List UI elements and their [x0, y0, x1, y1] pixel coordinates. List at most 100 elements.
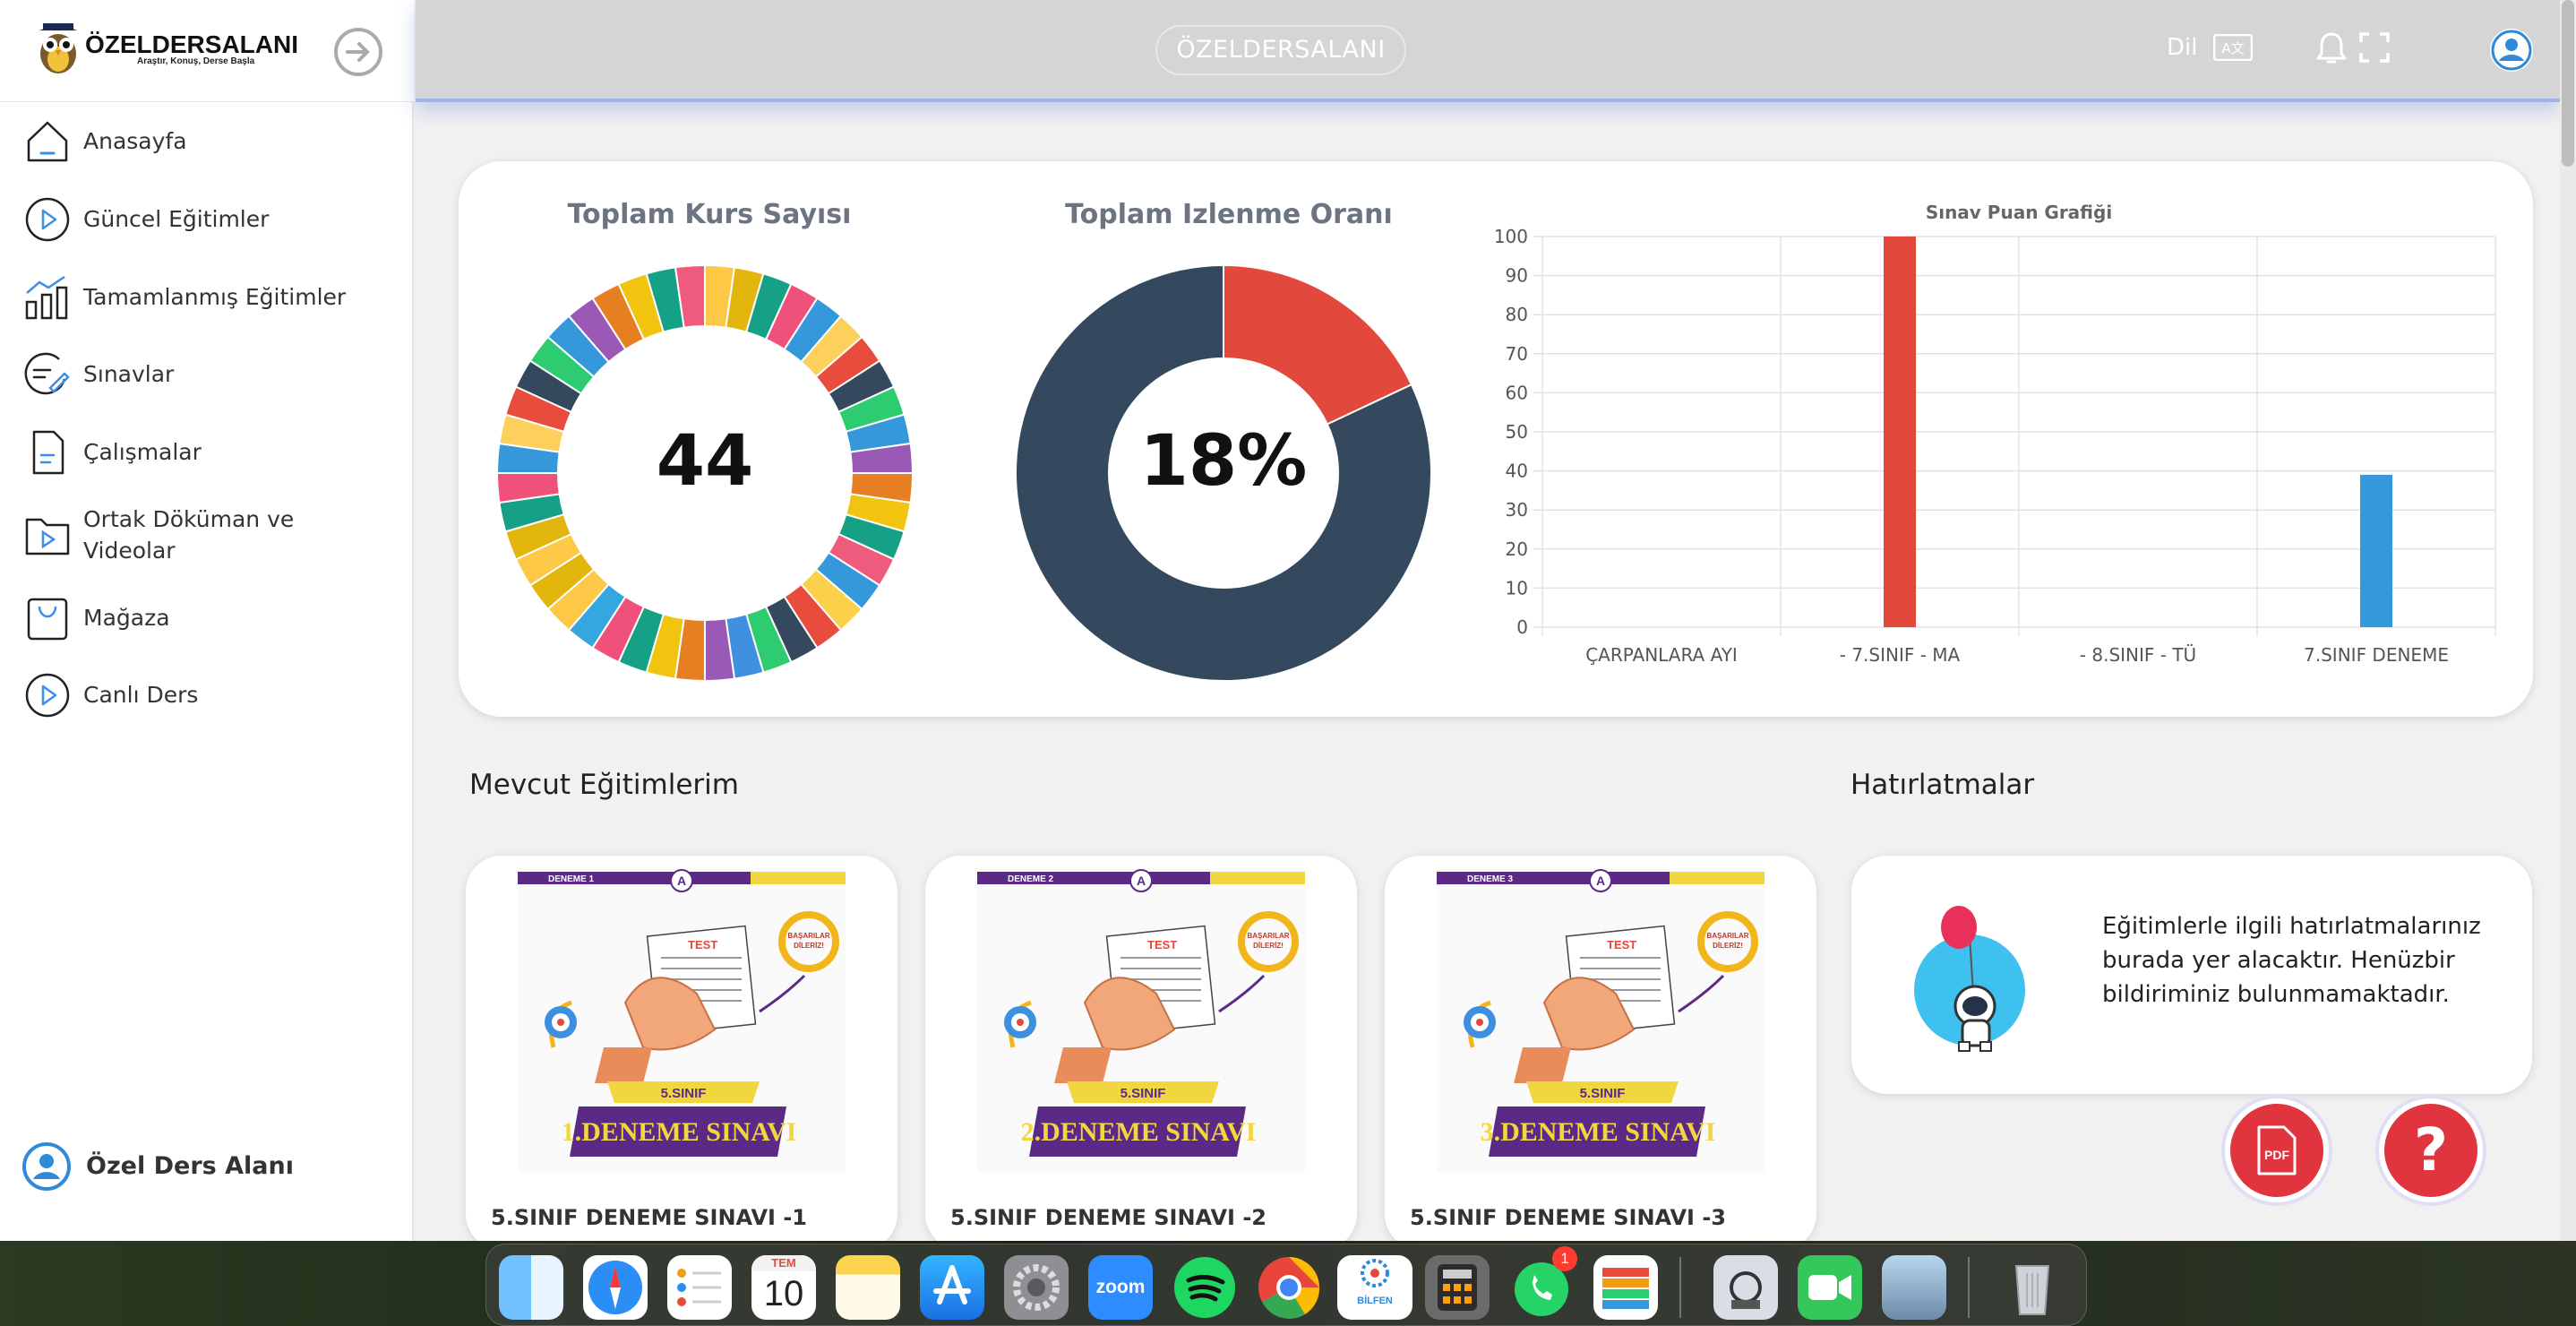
finder-icon[interactable]	[499, 1255, 563, 1320]
page-scrollbar[interactable]	[2560, 0, 2576, 1241]
topbar: ÖZELDERSALANI Dil A文	[416, 0, 2560, 102]
y-tick-label: 0	[1516, 616, 1528, 638]
topbar-brand-pill[interactable]: ÖZELDERSALANI	[1155, 25, 1406, 75]
course-title: 5.SINIF DENEME SINAVI -1	[491, 1205, 807, 1230]
course-count-title: Toplam Kurs Sayısı	[567, 199, 852, 230]
bilfen-label: BİLFEN	[1357, 1296, 1393, 1306]
preview-icon[interactable]	[1882, 1255, 1946, 1320]
macos-dock: TEM 10 zoom BİLFEN 1	[485, 1244, 2087, 1326]
watched-segment	[1223, 263, 1413, 426]
exam-edit-icon	[24, 352, 70, 395]
watch-rate-title: Toplam Izlenme Oranı	[1065, 199, 1393, 230]
x-tick-label: - 7.SINIF - MA	[1840, 644, 1961, 666]
help-button[interactable]: ?	[2375, 1095, 2486, 1206]
collapse-sidebar-button[interactable]	[333, 27, 383, 77]
calendar-icon[interactable]: TEM 10	[751, 1255, 816, 1320]
chart-title: Sınav Puan Grafiği	[1926, 202, 2112, 223]
svg-text:DENEME 1: DENEME 1	[548, 874, 595, 884]
sidebar-item-label: Anasayfa	[83, 128, 187, 154]
shopping-bag-icon	[27, 598, 68, 641]
reminders-card: Eğitimlerle ilgili hatırlatmalarınız bur…	[1851, 856, 2532, 1094]
svg-text:DENEME 2: DENEME 2	[1008, 874, 1054, 884]
user-avatar-icon	[22, 1142, 71, 1191]
svg-text:PDF: PDF	[2264, 1148, 2289, 1162]
y-tick-label: 20	[1506, 538, 1528, 560]
dock-divider	[1679, 1257, 1681, 1318]
calculator-icon[interactable]	[1425, 1255, 1490, 1320]
course-title: 5.SINIF DENEME SINAVI -3	[1410, 1205, 1726, 1230]
safari-icon[interactable]	[583, 1255, 648, 1320]
notes-stack-icon[interactable]	[1593, 1255, 1658, 1320]
stats-card: Toplam Kurs Sayısı 44 Toplam Izlenme Ora…	[459, 161, 2533, 717]
sidebar-item-canli-ders[interactable]: Canlı Ders	[0, 670, 414, 720]
sidebar-item-guncel-egitimler[interactable]: Güncel Eğitimler	[0, 194, 414, 245]
user-name: Özel Ders Alanı	[86, 1152, 294, 1180]
svg-text:1.DENEME SINAVI: 1.DENEME SINAVI	[562, 1117, 797, 1147]
fullscreen-icon[interactable]	[2359, 32, 2390, 63]
zoom-icon[interactable]: zoom	[1088, 1255, 1153, 1320]
trash-icon[interactable]	[2000, 1255, 2065, 1320]
user-account-icon[interactable]	[2488, 27, 2535, 73]
svg-text:A: A	[1596, 874, 1605, 888]
x-tick-label: - 8.SINIF - TÜ	[2080, 644, 2196, 666]
user-profile-link[interactable]: Özel Ders Alanı	[21, 1141, 398, 1192]
brand-name: ÖZELDERSALANI	[85, 30, 298, 58]
course-card[interactable]: DENEME 1 A BAŞARILAR DİLERİZ! TEST 5.SIN…	[466, 856, 897, 1241]
sidebar-item-label: Mağaza	[83, 605, 170, 631]
pdf-button[interactable]: PDF	[2221, 1095, 2332, 1206]
course-thumbnail: DENEME 2 A BAŞARILAR DİLERİZ! TEST 5.SIN…	[977, 868, 1305, 1173]
chrome-icon[interactable]	[1257, 1255, 1321, 1320]
sidebar-item-label: Tamamlanmış Eğitimler	[83, 284, 347, 310]
calendar-month: TEM	[751, 1255, 816, 1271]
svg-text:A文: A文	[2221, 40, 2244, 56]
app-window: ÖZELDERSALANI Araştır, Konuş, Derse Başl…	[0, 0, 2576, 1241]
sidebar-item-ortak-dokuman[interactable]: Ortak Döküman ve Videolar	[0, 504, 414, 566]
sidebar-item-sinavlar[interactable]: Sınavlar	[0, 349, 414, 400]
svg-text:5.SINIF: 5.SINIF	[661, 1086, 707, 1101]
bar	[2360, 474, 2392, 627]
screenshot-tool-icon[interactable]	[1713, 1255, 1778, 1320]
svg-text:5.SINIF: 5.SINIF	[1580, 1086, 1626, 1101]
svg-text:TEST: TEST	[688, 938, 717, 951]
y-tick-label: 10	[1506, 577, 1528, 598]
sidebar-item-anasayfa[interactable]: Anasayfa	[0, 116, 414, 167]
translate-icon: A文	[2213, 34, 2253, 61]
spotify-icon[interactable]	[1172, 1255, 1237, 1320]
language-label: Dil	[2167, 34, 2198, 61]
y-tick-label: 100	[1494, 226, 1528, 247]
sidebar-item-label: Ortak Döküman ve	[83, 506, 295, 532]
course-card[interactable]: DENEME 3 A BAŞARILAR DİLERİZ! TEST 5.SIN…	[1385, 856, 1816, 1241]
course-title: 5.SINIF DENEME SINAVI -2	[950, 1205, 1267, 1230]
sidebar-item-calismalar[interactable]: Çalışmalar	[0, 427, 414, 478]
sidebar: ÖZELDERSALANI Araştır, Konuş, Derse Başl…	[0, 0, 414, 1241]
reminders-app-icon[interactable]	[667, 1255, 732, 1320]
facetime-icon[interactable]	[1798, 1255, 1862, 1320]
app-store-icon[interactable]	[920, 1255, 984, 1320]
y-tick-label: 60	[1506, 382, 1528, 403]
sidebar-item-magaza[interactable]: Mağaza	[0, 593, 414, 643]
brand-tagline: Araştır, Konuş, Derse Başla	[137, 56, 255, 66]
course-card[interactable]: DENEME 2 A BAŞARILAR DİLERİZ! TEST 5.SIN…	[925, 856, 1357, 1241]
sidebar-item-tamamlanmis-egitimler[interactable]: Tamamlanmış Eğitimler	[0, 272, 414, 323]
svg-text:DİLERİZ!: DİLERİZ!	[1713, 942, 1743, 950]
language-selector[interactable]: Dil A文	[2167, 30, 2256, 66]
y-tick-label: 90	[1506, 265, 1528, 287]
notes-icon[interactable]	[836, 1255, 900, 1320]
live-play-icon	[25, 673, 70, 718]
scrollbar-thumb[interactable]	[2562, 0, 2574, 167]
system-settings-icon[interactable]	[1004, 1255, 1069, 1320]
astronaut-balloon-illustration	[1914, 906, 2025, 1052]
whatsapp-icon[interactable]	[1509, 1255, 1574, 1320]
watch-rate-value: 18%	[1139, 421, 1308, 502]
y-tick-label: 70	[1506, 343, 1528, 365]
sidebar-item-label: Güncel Eğitimler	[83, 206, 270, 232]
y-tick-label: 50	[1506, 421, 1528, 443]
svg-text:3.DENEME SINAVI: 3.DENEME SINAVI	[1481, 1117, 1716, 1147]
unwatched-segment	[1015, 263, 1432, 682]
svg-text:A: A	[677, 874, 686, 888]
sidebar-item-label-line2: Videolar	[83, 538, 176, 564]
sidebar-item-label: Çalışmalar	[83, 439, 202, 465]
svg-text:BAŞARILAR: BAŞARILAR	[1247, 932, 1289, 940]
bilfen-app-icon[interactable]: BİLFEN	[1337, 1255, 1413, 1320]
bell-icon[interactable]	[2315, 30, 2348, 66]
